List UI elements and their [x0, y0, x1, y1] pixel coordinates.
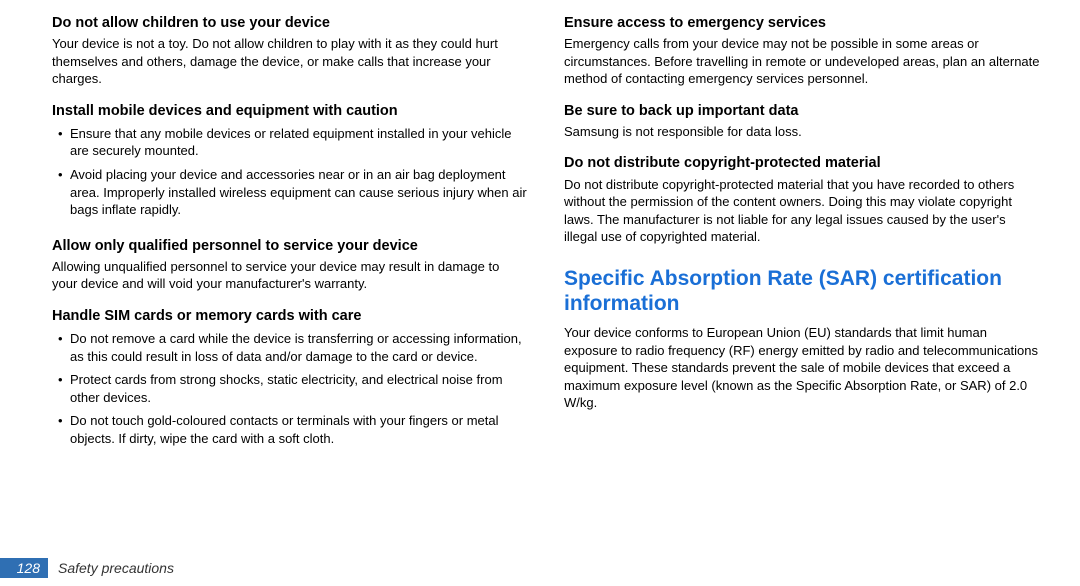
- section-heading: Be sure to back up important data: [564, 102, 1040, 120]
- bullet-item: Do not remove a card while the device is…: [52, 330, 528, 365]
- body-text: Allowing unqualified personnel to servic…: [52, 258, 528, 293]
- right-column: Ensure access to emergency services Emer…: [564, 14, 1040, 552]
- major-heading: Specific Absorption Rate (SAR) certifica…: [564, 266, 1040, 316]
- section-heading: Install mobile devices and equipment wit…: [52, 102, 528, 120]
- body-text: Your device is not a toy. Do not allow c…: [52, 35, 528, 88]
- manual-page: Do not allow children to use your device…: [0, 0, 1080, 586]
- body-text: Do not distribute copyright-protected ma…: [564, 176, 1040, 246]
- left-column: Do not allow children to use your device…: [52, 14, 528, 552]
- section-heading: Handle SIM cards or memory cards with ca…: [52, 307, 528, 325]
- bullet-item: Protect cards from strong shocks, static…: [52, 371, 528, 406]
- bullet-item: Do not touch gold-coloured contacts or t…: [52, 412, 528, 447]
- bullet-item: Ensure that any mobile devices or relate…: [52, 125, 528, 160]
- body-text: Your device conforms to European Union (…: [564, 324, 1040, 412]
- bullet-item: Avoid placing your device and accessorie…: [52, 166, 528, 219]
- footer-section-title: Safety precautions: [58, 560, 174, 576]
- section-heading: Do not distribute copyright-protected ma…: [564, 154, 1040, 172]
- bullet-list: Do not remove a card while the device is…: [52, 330, 528, 453]
- body-text: Samsung is not responsible for data loss…: [564, 123, 1040, 141]
- body-text: Emergency calls from your device may not…: [564, 35, 1040, 88]
- section-heading: Allow only qualified personnel to servic…: [52, 237, 528, 255]
- section-heading: Ensure access to emergency services: [564, 14, 1040, 32]
- page-number: 128: [0, 558, 48, 578]
- section-heading: Do not allow children to use your device: [52, 14, 528, 32]
- page-footer: 128 Safety precautions: [0, 552, 1040, 586]
- two-column-layout: Do not allow children to use your device…: [52, 14, 1040, 552]
- bullet-list: Ensure that any mobile devices or relate…: [52, 125, 528, 225]
